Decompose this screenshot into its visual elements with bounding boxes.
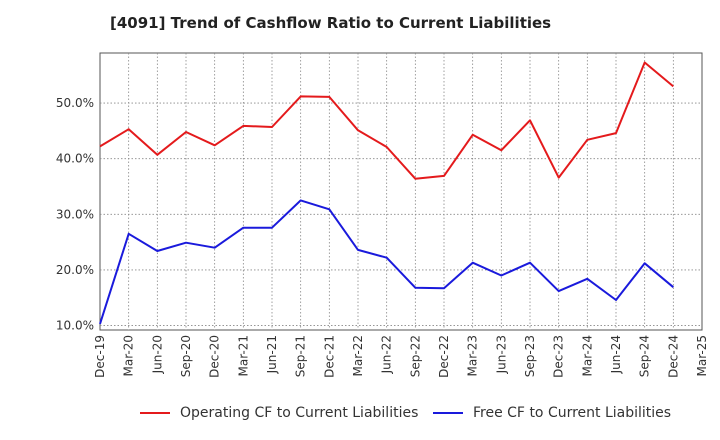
x-tick-label: Jun-24	[609, 335, 623, 374]
legend-label-free-cf: Free CF to Current Liabilities	[473, 405, 672, 421]
y-gridlines	[100, 102, 702, 326]
x-tick-label: Mar-23	[466, 335, 480, 376]
x-tick-label: Dec-19	[93, 335, 107, 378]
x-tick-label: Dec-23	[552, 335, 566, 378]
legend-label-operating-cf: Operating CF to Current Liabilities	[180, 405, 419, 421]
series-line-free-cf	[99, 199, 674, 325]
y-axis-tick-labels: 10.0% 20.0% 30.0% 40.0% 50.0%	[56, 96, 94, 332]
legend-swatch-operating-cf	[140, 412, 170, 414]
series-line-operating-cf	[99, 61, 674, 180]
y-tick-label: 40.0%	[56, 152, 94, 166]
x-tick-label: Mar-21	[236, 335, 250, 376]
y-tick-label: 30.0%	[56, 207, 94, 221]
x-tick-label: Mar-20	[122, 335, 136, 376]
x-tick-label: Sep-21	[294, 335, 308, 377]
x-tick-label: Jun-23	[494, 335, 508, 374]
x-tick-label: Jun-20	[150, 335, 164, 374]
plot-area	[99, 52, 703, 331]
x-tick-label: Mar-22	[351, 335, 365, 376]
x-tick-label: Sep-23	[523, 335, 537, 377]
x-gridlines	[128, 53, 674, 330]
x-tick-label: Dec-20	[208, 335, 222, 378]
x-tick-label: Mar-25	[695, 335, 709, 376]
x-tick-label: Dec-22	[437, 335, 451, 378]
legend-swatch-free-cf	[433, 412, 463, 414]
x-tick-label: Dec-24	[666, 335, 680, 378]
x-axis-tick-labels: Dec-19 Mar-20 Jun-20 Sep-20 Dec-20 Mar-21 Jun-…	[93, 335, 709, 378]
series-lines	[99, 61, 674, 325]
x-tick-label: Sep-20	[179, 335, 193, 377]
y-tick-label: 50.0%	[56, 96, 94, 110]
y-tick-label: 10.0%	[56, 319, 94, 333]
chart-title: [4091] Trend of Cashflow Ratio to Curren…	[110, 14, 552, 32]
x-tick-label: Sep-24	[638, 335, 652, 377]
legend-operating-cf: Operating CF to Current Liabilities	[140, 405, 418, 421]
x-tick-label: Dec-21	[322, 335, 336, 378]
y-tick-label: 20.0%	[56, 263, 94, 277]
x-tick-label: Sep-22	[408, 335, 422, 377]
x-tick-label: Jun-21	[265, 335, 279, 374]
x-tick-label: Jun-22	[380, 335, 394, 374]
legend-free-cf: Free CF to Current Liabilities	[433, 405, 671, 421]
x-tick-label: Mar-24	[580, 335, 594, 376]
